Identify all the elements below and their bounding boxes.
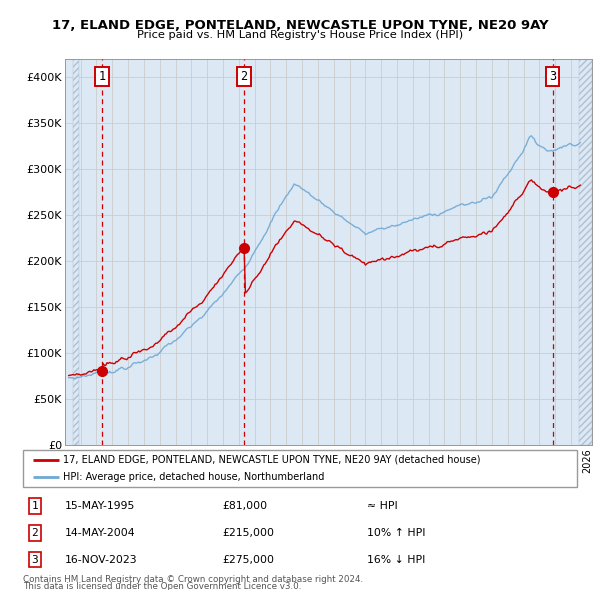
Text: 17, ELAND EDGE, PONTELAND, NEWCASTLE UPON TYNE, NE20 9AY: 17, ELAND EDGE, PONTELAND, NEWCASTLE UPO… [52, 19, 548, 32]
Text: HPI: Average price, detached house, Northumberland: HPI: Average price, detached house, Nort… [63, 472, 325, 481]
Text: Price paid vs. HM Land Registry's House Price Index (HPI): Price paid vs. HM Land Registry's House … [137, 30, 463, 40]
Text: 1: 1 [32, 501, 38, 511]
Text: 16% ↓ HPI: 16% ↓ HPI [367, 555, 425, 565]
Text: £215,000: £215,000 [223, 528, 274, 537]
Text: 2: 2 [241, 70, 248, 83]
Text: This data is licensed under the Open Government Licence v3.0.: This data is licensed under the Open Gov… [23, 582, 301, 590]
Text: 14-MAY-2004: 14-MAY-2004 [64, 528, 135, 537]
Text: 1: 1 [98, 70, 105, 83]
Text: Contains HM Land Registry data © Crown copyright and database right 2024.: Contains HM Land Registry data © Crown c… [23, 575, 363, 584]
Text: 10% ↑ HPI: 10% ↑ HPI [367, 528, 425, 537]
Text: 15-MAY-1995: 15-MAY-1995 [64, 501, 135, 511]
FancyBboxPatch shape [23, 450, 577, 487]
Text: 17, ELAND EDGE, PONTELAND, NEWCASTLE UPON TYNE, NE20 9AY (detached house): 17, ELAND EDGE, PONTELAND, NEWCASTLE UPO… [63, 455, 481, 464]
Text: 3: 3 [549, 70, 556, 83]
Text: ≈ HPI: ≈ HPI [367, 501, 397, 511]
Text: 16-NOV-2023: 16-NOV-2023 [64, 555, 137, 565]
Text: 3: 3 [32, 555, 38, 565]
Text: £81,000: £81,000 [223, 501, 268, 511]
Text: 2: 2 [32, 528, 38, 537]
Text: £275,000: £275,000 [223, 555, 274, 565]
